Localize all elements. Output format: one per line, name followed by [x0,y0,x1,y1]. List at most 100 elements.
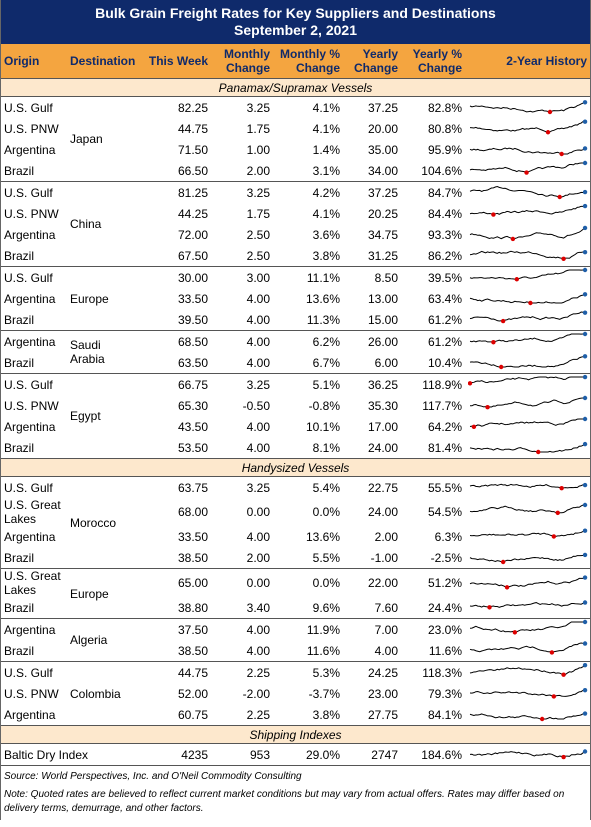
cell: 3.8% [312,707,340,722]
cell: 117.7% [422,398,462,413]
cell: 38.80 [177,600,208,615]
cell: 3.00 [211,266,273,288]
sparkline [469,662,588,677]
cell: 8.50 [343,266,401,288]
title: Bulk Grain Freight Rates for Key Supplie… [95,5,496,21]
column-header: This Week [141,44,211,79]
origin: Argentina [1,618,67,640]
origin: Argentina [4,227,56,242]
sparkline [469,749,588,760]
cell: 2.50 [246,248,270,263]
cell: 3.25 [246,480,270,495]
cell: 6.2% [273,330,343,352]
destination: Saudi Arabia [67,330,141,374]
cell: 4.1% [312,100,340,115]
cell: 52.00 [177,686,208,701]
cell: 67.50 [177,248,208,263]
sparkline [469,203,588,217]
cell: 5.1% [273,373,343,395]
sparkline [469,441,588,455]
history [465,181,590,203]
cell: 38.50 [177,643,208,658]
sparkline [469,160,588,175]
sparkline [469,146,588,157]
origin: U.S. Gulf [1,266,67,288]
cell: 35.30 [367,398,398,413]
cell: 39.50 [177,312,208,327]
cell: 2.25 [211,661,273,683]
origin: Argentina [4,419,56,434]
cell: 2.00 [246,163,270,178]
cell: 3.40 [246,600,270,615]
data-row: U.S. PNW 44.75 1.75 4.1% 20.00 80.8% [1,118,590,139]
cell: 22.75 [367,480,398,495]
cell: 20.00 [367,121,398,136]
cell: 51.2% [401,568,465,597]
history [465,309,590,331]
origin: Brazil [4,550,35,565]
history [465,683,590,704]
data-row: Argentina 43.50 4.00 10.1% 17.00 64.2% [1,416,590,437]
data-row: U.S. Gulf Egypt 66.75 3.25 5.1% 36.25 118.9% [1,373,590,459]
footer: Source: World Perspectives, Inc. and O'N… [1,765,590,820]
date: September 2, 2021 [234,22,357,38]
cell: 53.50 [177,440,208,455]
cell: 33.50 [177,529,208,544]
cell: 24.00 [367,505,398,519]
data-row: Brazil 63.50 4.00 6.7% 6.00 10.4% [1,352,590,374]
origin: Brazil [4,440,35,455]
data-row: Argentina Algeria 37.50 4.00 11.9% 7.00 23.0% [1,618,590,662]
cell: 17.00 [367,419,398,434]
origin: U.S. PNW [4,121,59,136]
cell: 0.0% [312,505,340,519]
cell: 4.00 [246,529,270,544]
cell: 15.00 [367,312,398,327]
cell: 81.4% [427,440,462,455]
cell: -1.00 [370,550,398,565]
cell: 44.25 [177,206,208,221]
cell: 0.00 [211,568,273,597]
cell: -2.5% [430,550,462,565]
cell: 44.75 [177,121,208,136]
cell: 26.00 [343,330,401,352]
history [465,661,590,683]
data-row: U.S. Gulf Morocco 63.75 3.25 5.4% 22.75 55.5% [1,477,590,530]
data-row: Brazil 66.50 2.00 3.1% 34.00 104.6% [1,160,590,182]
cell: 0.00 [246,505,270,519]
cell: 66.75 [141,373,211,395]
section-title: Shipping Indexes [1,725,590,744]
cell: 61.2% [401,330,465,352]
cell: 8.1% [312,440,340,455]
data-row: U.S. Gulf China 81.25 3.25 4.2% 37.25 84.7% [1,181,590,267]
cell: 3.6% [312,227,340,242]
cell: 11.3% [306,312,340,327]
cell: 5.3% [273,661,343,683]
sparkline [469,331,588,345]
cell: 5.4% [312,480,340,495]
cell: 63.75 [177,480,208,495]
cell: 0.0% [273,568,343,597]
cell: 4.1% [312,121,340,136]
cell: 20.25 [367,206,398,221]
cell: 3.1% [312,163,340,178]
destination: Europe [67,266,141,331]
note: Note: Quoted rates are believed to refle… [4,789,565,814]
history [465,330,590,352]
cell: 93.3% [427,227,462,242]
data-row: U.S. Gulf Europe 30.00 3.00 11.1% 8.50 39.5% [1,266,590,331]
origin: Brazil [4,248,35,263]
sparkline [469,641,588,655]
sparkline [469,249,588,262]
history [465,597,590,619]
history [465,547,590,569]
cell: 81.25 [141,181,211,203]
sparkline [469,119,588,135]
cell: 4.00 [246,355,270,370]
cell: 4.00 [246,419,270,434]
cell: 65.30 [177,398,208,413]
history [465,526,590,547]
cell: 13.6% [305,291,340,306]
cell: 39.5% [401,266,465,288]
cell: 11.9% [273,618,343,640]
origin: U.S. Gulf [4,480,53,495]
